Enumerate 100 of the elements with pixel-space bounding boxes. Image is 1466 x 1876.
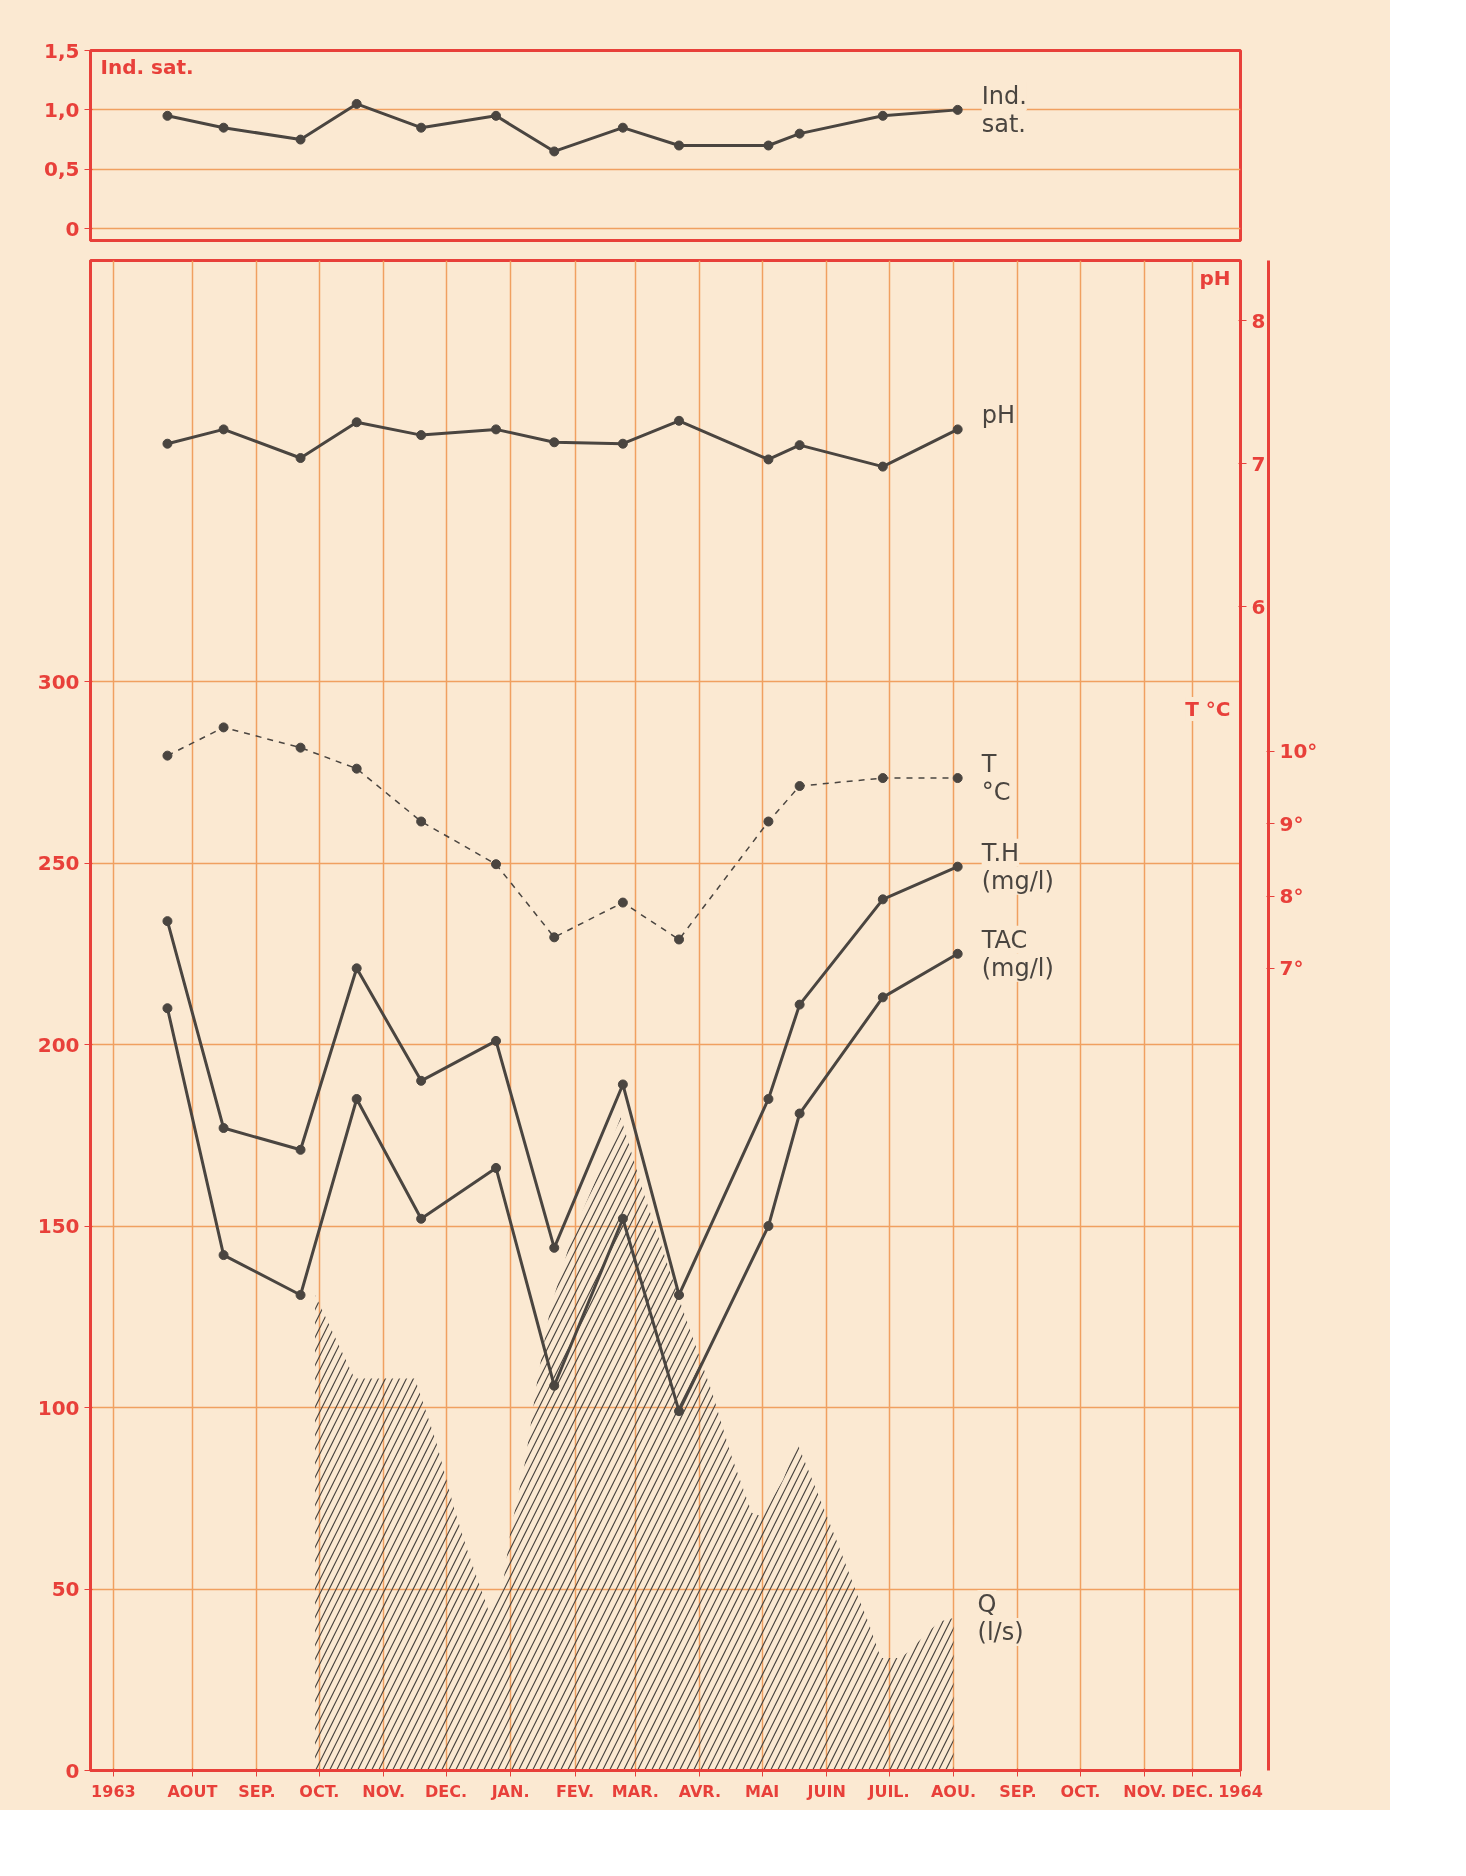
x-tick-label: AVR. bbox=[678, 1781, 721, 1801]
point bbox=[877, 461, 888, 472]
point bbox=[617, 438, 628, 449]
point bbox=[416, 122, 427, 133]
y-tick-label: 150 bbox=[37, 1214, 80, 1239]
y3-tick-label: 9° bbox=[1279, 811, 1304, 836]
point bbox=[218, 122, 229, 133]
series-label: Q (l/s) bbox=[977, 1590, 1024, 1647]
point bbox=[617, 1079, 628, 1090]
x-tick-label: JUIN bbox=[806, 1781, 846, 1801]
point bbox=[218, 1250, 229, 1261]
point bbox=[549, 932, 560, 943]
point bbox=[952, 861, 963, 872]
x-tick-label: NOV. bbox=[1123, 1781, 1167, 1801]
series-label: T.H (mg/l) bbox=[980, 838, 1054, 895]
y-tick-label: 200 bbox=[37, 1032, 80, 1057]
point bbox=[763, 816, 774, 827]
x-tick-label: 1963 bbox=[91, 1781, 136, 1801]
point bbox=[351, 1093, 362, 1104]
y-tick-label: 300 bbox=[37, 669, 80, 694]
point bbox=[162, 1003, 173, 1014]
x-tick-label: OCT. bbox=[1060, 1781, 1101, 1801]
point bbox=[549, 437, 560, 448]
point bbox=[416, 1213, 427, 1224]
y3-axis-title: T °C bbox=[1185, 697, 1231, 722]
x-tick-label: FEV. bbox=[555, 1781, 595, 1801]
point bbox=[877, 992, 888, 1003]
x-tick-label: SEP. bbox=[999, 1781, 1037, 1801]
y3-tick-label: 7° bbox=[1279, 956, 1304, 981]
x-tick-label: DEC. bbox=[425, 1781, 468, 1801]
point bbox=[491, 1035, 502, 1046]
series-label: T °C bbox=[980, 750, 1011, 807]
y2-tick-label: 8 bbox=[1251, 308, 1266, 333]
point bbox=[218, 722, 229, 733]
y-tick-label: 1,5 bbox=[44, 38, 80, 63]
point bbox=[794, 781, 805, 792]
point bbox=[763, 454, 774, 465]
x-tick-label: 1964 bbox=[1218, 1781, 1263, 1801]
point bbox=[617, 897, 628, 908]
point bbox=[491, 110, 502, 121]
point bbox=[549, 146, 560, 157]
point bbox=[794, 440, 805, 451]
x-tick-label: SEP. bbox=[238, 1781, 276, 1801]
point bbox=[877, 894, 888, 905]
point bbox=[877, 110, 888, 121]
x-tick-label: JUIL. bbox=[867, 1781, 910, 1801]
y-tick-label: 0 bbox=[65, 216, 80, 241]
point bbox=[491, 1162, 502, 1173]
x-tick-label: AOU. bbox=[930, 1781, 977, 1801]
point bbox=[763, 1221, 774, 1232]
point bbox=[674, 140, 685, 151]
point bbox=[549, 1242, 560, 1253]
y-tick-label: 50 bbox=[51, 1577, 80, 1602]
point bbox=[549, 1380, 560, 1391]
point bbox=[295, 1290, 306, 1300]
point bbox=[295, 742, 306, 753]
y3-tick-label: 8° bbox=[1279, 884, 1304, 909]
series-label: pH bbox=[981, 401, 1015, 430]
point bbox=[674, 415, 685, 426]
point bbox=[162, 750, 173, 761]
point bbox=[794, 999, 805, 1010]
series-label: Ind. sat. bbox=[981, 81, 1027, 138]
series-label: TAC (mg/l) bbox=[980, 925, 1054, 982]
point bbox=[794, 1108, 805, 1119]
y-tick-label: 0 bbox=[65, 1758, 80, 1783]
point bbox=[162, 110, 173, 121]
point bbox=[763, 140, 774, 151]
point bbox=[763, 1093, 774, 1104]
x-tick-label: DEC. bbox=[1171, 1781, 1214, 1801]
point bbox=[674, 1290, 685, 1300]
point bbox=[491, 859, 502, 870]
point bbox=[952, 773, 963, 784]
y3-tick-label: 10° bbox=[1279, 739, 1318, 764]
point bbox=[295, 453, 306, 464]
point bbox=[295, 134, 306, 145]
point bbox=[674, 1406, 685, 1417]
y-tick-label: 250 bbox=[37, 851, 80, 876]
x-tick-label: MAI bbox=[745, 1781, 780, 1801]
y-tick-label: 0,5 bbox=[44, 157, 80, 182]
y-tick-label: 1,0 bbox=[44, 97, 80, 122]
point bbox=[674, 934, 685, 945]
point bbox=[218, 1123, 229, 1134]
y2-tick-label: 6 bbox=[1251, 594, 1266, 619]
point bbox=[877, 773, 888, 784]
point bbox=[617, 1213, 628, 1224]
x-tick-label: NOV. bbox=[362, 1781, 406, 1801]
point bbox=[952, 948, 963, 959]
point bbox=[952, 104, 963, 115]
point bbox=[295, 1144, 306, 1155]
x-tick-label: MAR. bbox=[611, 1781, 659, 1801]
point bbox=[416, 816, 427, 827]
point bbox=[351, 417, 362, 428]
point bbox=[351, 963, 362, 974]
y2-tick-label: 7 bbox=[1251, 451, 1266, 476]
point bbox=[351, 763, 362, 774]
y2-axis-title: pH bbox=[1199, 266, 1231, 291]
y-axis-title: Ind. sat. bbox=[100, 54, 194, 79]
point bbox=[794, 128, 805, 139]
point bbox=[162, 438, 173, 449]
point bbox=[162, 916, 173, 927]
